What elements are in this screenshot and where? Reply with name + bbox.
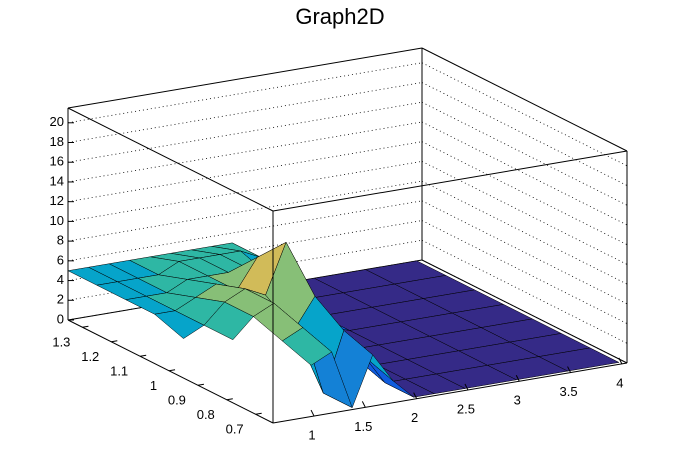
y-tick-label: 1.3 — [52, 335, 70, 350]
z-tick-label: 20 — [50, 114, 64, 129]
box-edge — [421, 259, 628, 364]
y-tick — [168, 369, 176, 372]
y-tick — [111, 340, 118, 343]
grid-line — [421, 161, 628, 265]
grid-line — [421, 141, 628, 246]
grid-line — [67, 161, 423, 222]
y-tick-label: 1.2 — [81, 349, 99, 364]
box-edge — [421, 47, 628, 152]
x-tick — [618, 357, 623, 365]
y-tick — [197, 383, 205, 386]
grid-line — [67, 141, 423, 203]
z-tick-label: 0 — [57, 311, 64, 326]
x-tick-label: 2.5 — [457, 401, 475, 416]
surface-cell — [154, 310, 205, 339]
z-tick-label: 8 — [57, 233, 64, 248]
y-tick-label: 0.7 — [226, 422, 244, 437]
z-tick-label: 4 — [57, 272, 64, 287]
surface-cell — [281, 327, 333, 366]
z-tick-label: 10 — [50, 213, 64, 228]
x-tick-label: 1.5 — [354, 419, 372, 434]
y-tick — [255, 412, 262, 415]
grid-line — [421, 121, 628, 226]
grid-line — [67, 121, 423, 183]
y-tick-label: 0.8 — [197, 407, 215, 422]
x-tick-label: 3.5 — [560, 384, 578, 399]
box-edge — [272, 362, 628, 424]
x-tick — [515, 375, 520, 382]
box-edge — [272, 150, 628, 212]
x-tick-label: 3 — [514, 393, 521, 408]
grid-line — [67, 62, 423, 124]
z-tick-label: 18 — [50, 134, 64, 149]
y-tick-label: 1 — [150, 378, 157, 393]
grid-line — [421, 101, 628, 206]
grid-line — [421, 180, 628, 285]
x-tick — [361, 401, 366, 408]
grid-line — [421, 82, 628, 186]
y-tick — [140, 354, 147, 357]
box-edge — [67, 319, 274, 424]
x-tick-label: 4 — [616, 375, 623, 390]
z-tick-label: 6 — [57, 252, 64, 267]
chart-title: Graph2D — [295, 4, 384, 29]
x-tick-label: 2 — [411, 410, 418, 425]
box-edge — [67, 47, 423, 109]
y-tick — [82, 325, 89, 328]
grid-line — [67, 101, 423, 163]
z-tick-label: 14 — [50, 173, 64, 188]
z-tick-label: 16 — [50, 154, 64, 169]
z-tick-label: 12 — [50, 193, 64, 208]
x-tick — [310, 409, 315, 417]
y-tick — [226, 398, 233, 401]
x-tick — [413, 392, 418, 399]
y-tick-label: 0.9 — [168, 393, 186, 408]
x-tick — [567, 366, 572, 373]
grid-line — [421, 62, 628, 167]
grid-line — [67, 180, 423, 242]
y-tick-label: 1.1 — [110, 364, 128, 379]
x-tick — [464, 383, 469, 391]
grid-line — [67, 82, 423, 143]
z-tick-label: 2 — [57, 292, 64, 307]
box-edge — [67, 107, 274, 212]
x-tick-label: 1 — [308, 427, 315, 442]
surface-cell — [203, 301, 254, 341]
